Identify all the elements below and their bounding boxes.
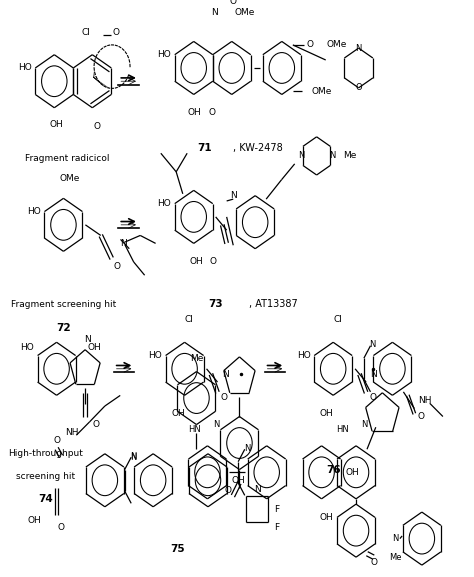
Text: N: N	[298, 151, 304, 160]
Text: Me: Me	[343, 151, 356, 160]
Text: N: N	[370, 370, 377, 379]
Text: 71: 71	[197, 143, 212, 152]
Text: , AT13387: , AT13387	[248, 299, 297, 309]
Text: N: N	[84, 335, 91, 344]
Text: OH: OH	[87, 343, 101, 352]
Text: OH: OH	[346, 468, 359, 477]
Text: N: N	[230, 191, 237, 200]
Text: 72: 72	[56, 323, 71, 334]
Text: HO: HO	[18, 63, 32, 73]
Text: Me: Me	[190, 354, 203, 363]
Text: Fragment screening hit: Fragment screening hit	[11, 300, 116, 309]
Text: Cl: Cl	[81, 28, 90, 37]
Text: HO: HO	[297, 351, 310, 360]
Text: N: N	[130, 452, 137, 461]
Text: N: N	[370, 340, 376, 350]
Text: HO: HO	[27, 207, 41, 216]
Text: N: N	[120, 239, 127, 248]
Text: Me: Me	[389, 553, 402, 561]
Text: 75: 75	[171, 544, 185, 554]
Text: OMe: OMe	[311, 87, 331, 96]
Text: HO: HO	[20, 343, 34, 352]
Text: , KW-2478: , KW-2478	[233, 143, 283, 152]
Text: O: O	[53, 436, 60, 445]
Text: OMe: OMe	[327, 40, 347, 50]
Text: OMe: OMe	[234, 8, 255, 17]
Text: O: O	[92, 420, 100, 429]
Text: N: N	[222, 370, 228, 379]
Text: O: O	[369, 394, 376, 403]
Text: OH: OH	[232, 476, 246, 485]
Text: OH: OH	[320, 409, 334, 418]
Text: OMe: OMe	[60, 174, 80, 183]
Text: O: O	[418, 412, 424, 421]
Text: Cl: Cl	[333, 315, 342, 324]
Text: O: O	[114, 262, 121, 271]
Text: OH: OH	[28, 515, 42, 524]
Text: HO: HO	[157, 199, 171, 208]
Text: HN: HN	[337, 425, 349, 434]
Text: N: N	[213, 420, 219, 429]
Text: screening hit: screening hit	[16, 471, 75, 481]
Text: O: O	[209, 108, 216, 117]
Text: HO: HO	[148, 351, 162, 360]
Text: F: F	[274, 505, 279, 514]
Text: N: N	[329, 151, 336, 160]
Text: HN: HN	[188, 425, 201, 434]
Text: O: O	[113, 28, 120, 37]
Text: 74: 74	[38, 494, 53, 504]
Text: O: O	[230, 0, 237, 6]
Text: OH: OH	[50, 121, 64, 129]
Text: O: O	[370, 558, 377, 567]
Text: N: N	[392, 534, 399, 543]
Text: NH: NH	[65, 428, 79, 437]
Text: HO: HO	[157, 50, 171, 59]
Text: O: O	[93, 122, 100, 131]
Text: OH: OH	[171, 409, 185, 418]
Text: O: O	[57, 523, 64, 533]
Text: OH: OH	[319, 513, 333, 522]
Text: N: N	[356, 44, 362, 53]
Text: O: O	[225, 486, 232, 495]
Text: Fragment radicicol: Fragment radicicol	[25, 153, 109, 163]
Text: Cl: Cl	[184, 315, 193, 324]
Text: OH: OH	[189, 257, 203, 266]
Text: N: N	[254, 485, 260, 494]
Text: O: O	[210, 257, 217, 266]
Text: 73: 73	[209, 299, 223, 309]
Text: OH: OH	[188, 108, 202, 117]
Text: N: N	[211, 8, 218, 17]
Text: F: F	[274, 523, 279, 533]
Text: O: O	[307, 40, 314, 50]
Text: High-throughput: High-throughput	[8, 449, 83, 458]
Text: 76: 76	[326, 464, 340, 474]
Text: N: N	[362, 420, 368, 429]
Text: NH: NH	[419, 396, 432, 405]
Text: O: O	[356, 83, 362, 92]
Text: N: N	[244, 444, 250, 453]
Text: O: O	[220, 394, 228, 403]
Text: N: N	[130, 453, 137, 462]
